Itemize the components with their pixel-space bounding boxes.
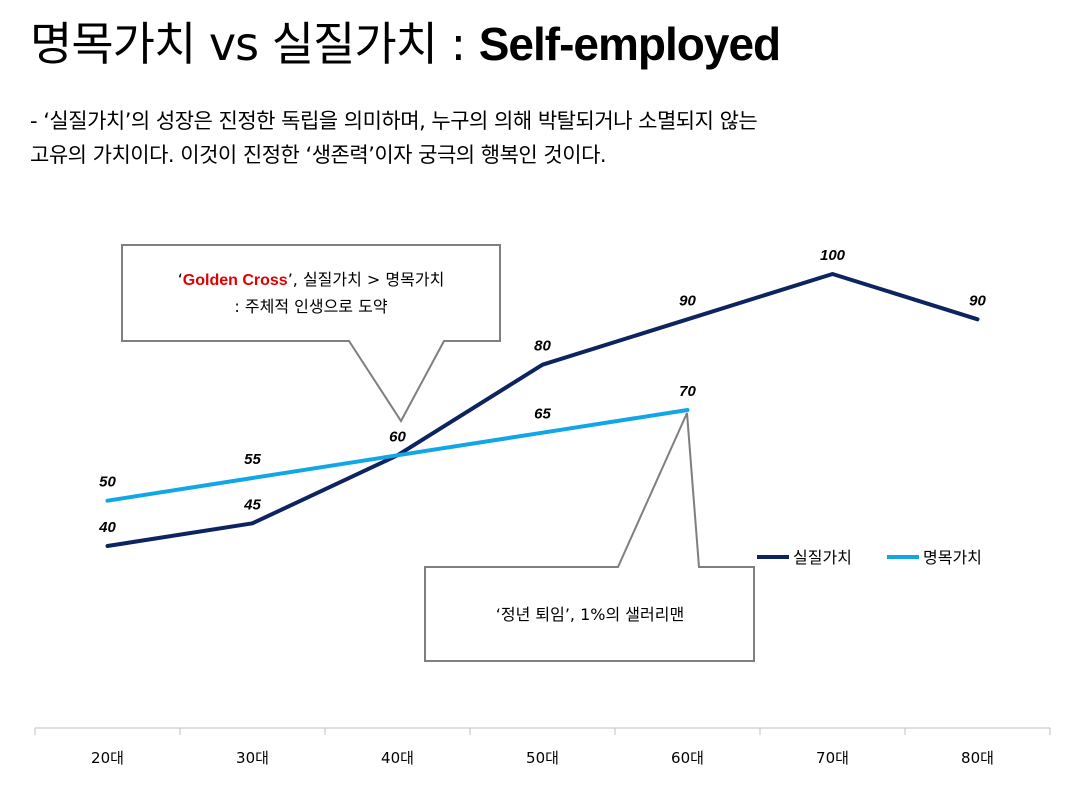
description: - ‘실질가치’의 성장은 진정한 독립을 의미하며, 누구의 의해 박탈되거나… <box>30 104 1060 172</box>
callout-golden-line2: : 주체적 인생으로 도약 <box>234 297 387 316</box>
data-label: 55 <box>244 451 261 468</box>
x-tick-label: 50대 <box>526 749 559 767</box>
description-line-2: 고유의 가치이다. 이것이 진정한 ‘생존력’이자 궁극의 행복인 것이다. <box>30 143 607 167</box>
callout-retirement: ‘정년 퇴임’, 1%의 샐러리맨 <box>424 412 755 662</box>
data-label: 100 <box>820 247 846 264</box>
callout-golden-line1: ‘Golden Cross’, 실질가치 > 명목가치 <box>178 270 445 289</box>
callout-golden-cross: ‘Golden Cross’, 실질가치 > 명목가치 : 주체적 인생으로 도… <box>121 244 501 423</box>
series-line-nominal-value <box>105 408 690 503</box>
data-label: 70 <box>679 383 696 400</box>
x-axis: 20대 30대 40대 50대 60대 70대 80대 <box>34 727 1051 767</box>
legend-label: 명목가치 <box>923 548 982 567</box>
series-line-real-value <box>105 272 980 548</box>
legend: 실질가치 명목가치 <box>757 548 982 567</box>
description-line-1: - ‘실질가치’의 성장은 진정한 독립을 의미하며, 누구의 의해 박탈되거나… <box>30 109 758 133</box>
data-label: 40 <box>98 519 116 536</box>
title-korean: 명목가치 vs 실질가치 : <box>30 17 479 71</box>
series-group <box>105 272 980 548</box>
title-english: Self-employed <box>478 18 781 70</box>
data-label: 60 <box>389 428 406 445</box>
data-labels: 40 45 80 90 100 90 50 55 60 65 70 <box>98 247 986 536</box>
data-label: 80 <box>534 338 551 355</box>
x-tick-label: 80대 <box>961 749 994 767</box>
data-label: 90 <box>969 292 986 309</box>
data-label: 50 <box>99 474 116 491</box>
data-label: 65 <box>534 406 551 423</box>
golden-cross-highlight: Golden Cross <box>183 272 288 289</box>
x-tick-label: 70대 <box>816 749 849 767</box>
x-tick-label: 40대 <box>381 749 414 767</box>
page-title: 명목가치 vs 실질가치 : Self-employed <box>30 8 781 74</box>
data-label: 90 <box>679 292 696 309</box>
data-label: 45 <box>243 496 261 513</box>
x-tick-label: 20대 <box>91 749 124 767</box>
x-tick-label: 60대 <box>671 749 704 767</box>
callout-retirement-text: ‘정년 퇴임’, 1%의 샐러리맨 <box>496 605 684 624</box>
legend-label: 실질가치 <box>793 548 852 567</box>
x-tick-label: 30대 <box>236 749 269 767</box>
